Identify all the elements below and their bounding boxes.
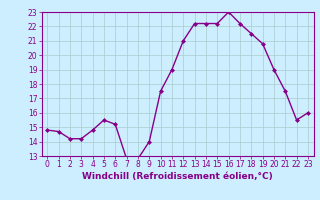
X-axis label: Windchill (Refroidissement éolien,°C): Windchill (Refroidissement éolien,°C)	[82, 172, 273, 181]
